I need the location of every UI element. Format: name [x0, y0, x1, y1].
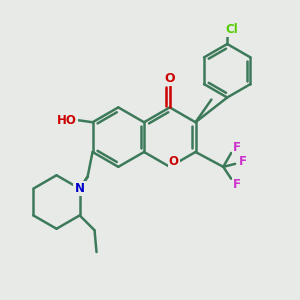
Text: O: O — [169, 155, 179, 168]
Text: HO: HO — [57, 114, 77, 127]
Text: O: O — [164, 72, 175, 85]
Text: N: N — [75, 182, 85, 195]
Text: Cl: Cl — [226, 22, 239, 36]
Text: F: F — [233, 140, 241, 154]
Text: F: F — [233, 178, 241, 191]
Text: F: F — [239, 155, 247, 168]
Text: N: N — [75, 182, 85, 195]
